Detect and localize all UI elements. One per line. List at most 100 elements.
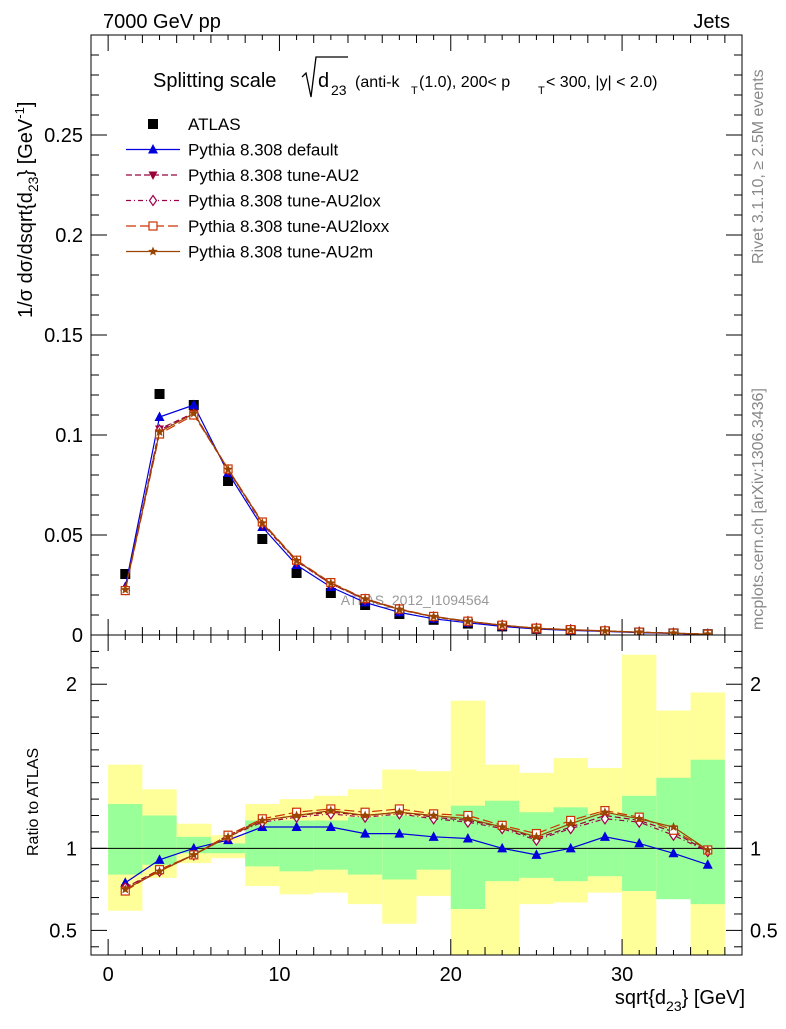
data-point-pythia-8-308-tune-au2m — [668, 628, 679, 635]
data-point-pythia-8-308-tune-au2m — [360, 594, 370, 603]
ratio-point-pythia-8-308-tune-au2m — [326, 805, 336, 815]
ratio-y-tick-label-right: 0.5 — [750, 920, 778, 942]
legend-label: Pythia 8.308 tune-AU2m — [188, 243, 373, 262]
data-point-atlas — [325, 588, 336, 598]
ratio-y-tick-label-right: 1 — [750, 838, 761, 860]
y-tick-label: 0.05 — [44, 525, 83, 547]
inner-band-bin — [416, 817, 451, 870]
legend-label: Pythia 8.308 tune-AU2lox — [188, 192, 381, 211]
uncertainty-bands — [108, 654, 725, 955]
x-axis-label: sqrt{d23} [GeV] — [615, 987, 745, 1014]
ratio-y-tick-label-left: 1 — [66, 838, 77, 860]
ratio-point-pythia-8-308-tune-au2m — [668, 822, 679, 831]
y-tick-label: 0.25 — [44, 125, 83, 147]
title-paren-c: < 300, |y| < 2.0) — [546, 74, 658, 91]
ratio-point-pythia-8-308-tune-au2m — [463, 813, 473, 823]
ratio-point-pythia-8-308-tune-au2m — [497, 822, 507, 831]
data-point-pythia-8-308-default — [154, 411, 165, 421]
ratio-line-pythia-8-308-tune-au2loxx — [124, 808, 708, 892]
ratio-point-pythia-8-308-default — [291, 821, 302, 831]
legend-marker — [148, 221, 158, 231]
data-point-pythia-8-308-tune-au2m — [223, 464, 233, 474]
main-panel: 0 0.05 0.1 0.15 0.2 0.25 — [44, 34, 743, 647]
inner-band-bin — [347, 817, 383, 875]
ratio-point-pythia-8-308-default — [188, 842, 199, 853]
header-right: Jets — [693, 11, 730, 33]
ratio-line-pythia-8-308-tune-au2m — [125, 809, 709, 890]
rivet-version-label: Rivet 3.1.10, ≥ 2.5M events — [750, 69, 767, 264]
data-point-pythia-8-308-tune-au2m — [394, 604, 405, 614]
legend-marker — [148, 119, 158, 129]
ratio-panel: 0.5 0.51 12 20 10 20 30 — [49, 634, 778, 986]
ratio-point-pythia-8-308-tune-au2m — [703, 845, 713, 854]
legend: ATLAS Pythia 8.308 default Pythia 8.308 tu… — [126, 115, 390, 262]
legend-item-pythia-8-308-default: Pythia 8.308 default — [126, 141, 339, 160]
main-series-group — [120, 389, 713, 635]
sqrt-sign-icon — [301, 56, 348, 98]
ratio-point-pythia-8-308-default — [497, 842, 508, 853]
ratio-point-pythia-8-308-tune-au2m — [154, 866, 165, 876]
ratio-series-pythia-8-308-tune-au2m — [120, 805, 713, 894]
title-paren-a: (anti-k — [355, 74, 400, 91]
x-tick-label: 10 — [268, 964, 290, 986]
header-left: 7000 GeV pp — [103, 11, 221, 33]
data-point-atlas — [120, 569, 131, 579]
legend-item-pythia-8-308-tune-au2loxx: Pythia 8.308 tune-AU2loxx — [126, 217, 390, 236]
legend-marker — [148, 246, 158, 256]
data-point-pythia-8-308-tune-au2m — [703, 629, 713, 635]
data-point-atlas — [257, 534, 268, 544]
ratio-point-pythia-8-308-default — [428, 831, 439, 841]
data-point-pythia-8-308-tune-au2m — [565, 624, 576, 634]
ratio-y-tick-label-right: 2 — [750, 674, 761, 696]
inner-band-bin — [382, 815, 417, 880]
legend-item-atlas: ATLAS — [148, 115, 241, 134]
ratio-point-pythia-8-308-default — [325, 821, 336, 831]
ratio-point-pythia-8-308-tune-au2m — [257, 815, 268, 825]
data-point-pythia-8-308-tune-au2m — [326, 578, 336, 588]
ratio-line-pythia-8-308-default — [124, 826, 708, 884]
title-d: d — [318, 70, 329, 92]
legend-marker — [148, 171, 158, 180]
analysis-watermark: ATLAS_2012_I1094564 — [341, 592, 490, 608]
title-sub-t2: T — [538, 85, 545, 97]
y-tick-label: 0.2 — [55, 225, 83, 247]
legend-item-pythia-8-308-tune-au2m: Pythia 8.308 tune-AU2m — [126, 243, 373, 262]
ratio-point-pythia-8-308-tune-au2lox — [600, 812, 610, 825]
ratio-point-pythia-8-308-tune-au2m — [360, 810, 370, 820]
data-point-pythia-8-308-tune-au2m — [634, 627, 644, 635]
ratio-point-pythia-8-308-default — [702, 859, 713, 869]
series-pythia-8-308-tune-au2m — [120, 408, 713, 635]
main-title: Splitting scale d 23 (anti-k T (1.0), 20… — [153, 56, 658, 98]
main-y-axis-label: 1/σ dσ/dsqrt{d23} [GeV-1] — [12, 102, 41, 318]
data-point-atlas — [291, 568, 302, 578]
y-tick-label: 0 — [72, 625, 83, 647]
title-prefix: Splitting scale — [153, 70, 276, 92]
ratio-point-pythia-8-308-default — [565, 842, 576, 853]
ratio-point-pythia-8-308-tune-au2m — [189, 849, 199, 859]
legend-item-pythia-8-308-tune-au2lox: Pythia 8.308 tune-AU2lox — [126, 192, 381, 211]
ratio-point-pythia-8-308-default — [531, 849, 542, 859]
ratio-point-pythia-8-308-default — [360, 828, 371, 838]
inner-band-bin — [108, 804, 143, 875]
ratio-point-pythia-8-308-default — [668, 847, 679, 858]
x-tick-label: 20 — [440, 964, 462, 986]
ratio-y-axis-label: Ratio to ATLAS — [25, 748, 42, 856]
inner-band-bin — [485, 800, 520, 882]
title-d-sub: 23 — [331, 82, 347, 98]
ratio-point-pythia-8-308-tune-au2m — [291, 810, 302, 820]
ratio-point-pythia-8-308-default — [154, 854, 165, 864]
data-point-atlas — [223, 476, 234, 486]
legend-marker — [148, 144, 158, 154]
ratio-point-pythia-8-308-tune-au2m — [394, 807, 405, 817]
legend-label: Pythia 8.308 default — [188, 141, 339, 160]
ratio-y-tick-label-left: 0.5 — [49, 920, 77, 942]
legend-label: Pythia 8.308 tune-AU2loxx — [188, 217, 390, 236]
ratio-point-pythia-8-308-tune-au2m — [120, 884, 130, 894]
y-tick-label: 0.15 — [44, 325, 83, 347]
ratio-series-group — [120, 804, 713, 896]
ratio-point-pythia-8-308-tune-au2m — [600, 807, 610, 817]
x-tick-label: 30 — [611, 964, 633, 986]
legend-label: Pythia 8.308 tune-AU2 — [188, 166, 359, 185]
data-point-pythia-8-308-tune-au2m — [120, 584, 130, 594]
